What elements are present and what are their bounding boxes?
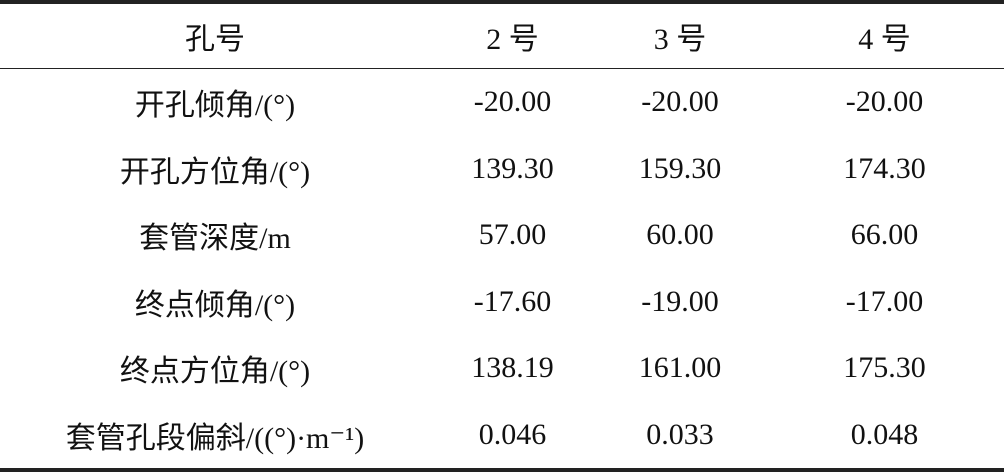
value-cell: -17.60 <box>473 284 552 318</box>
value-cell: 161.00 <box>638 351 722 385</box>
table-row: 套管深度/m 57.00 60.00 66.00 <box>0 202 1004 269</box>
table-row: 开孔方位角/(°) 139.30 159.30 174.30 <box>0 136 1004 203</box>
table-row: 终点方位角/(°) 138.19 161.00 175.30 <box>0 335 1004 402</box>
table-body: 开孔倾角/(°) -20.00 -20.00 -20.00 开孔方位角/(°) 139.3… <box>0 69 1004 470</box>
value-cell: 60.00 <box>646 218 714 252</box>
table-row: 终点倾角/(°) -17.60 -19.00 -17.00 <box>0 269 1004 336</box>
row-label: 套管深度/m <box>139 222 291 256</box>
value-cell: 174.30 <box>843 151 926 185</box>
value-cell: 57.00 <box>478 218 547 252</box>
value-cell: -20.00 <box>845 85 924 119</box>
value-cell: 139.30 <box>471 151 554 185</box>
row-label: 开孔倾角/(°) <box>134 89 296 123</box>
header-row: 孔号 2 号 3 号 4 号 <box>0 2 1004 69</box>
value-cell: 175.30 <box>843 351 926 385</box>
value-cell: 138.19 <box>471 351 554 385</box>
value-cell: 0.046 <box>478 417 547 451</box>
header-cell: 孔号 <box>185 23 245 56</box>
table-row: 套管孔段偏斜/((°)·m⁻¹) 0.046 0.033 0.048 <box>0 402 1004 470</box>
header-cell: 4 号 <box>858 23 911 56</box>
header-cell: 3 号 <box>653 23 707 56</box>
value-cell: -20.00 <box>473 85 552 119</box>
value-cell: -17.00 <box>845 284 924 318</box>
row-label: 终点方位角/(°) <box>119 355 311 389</box>
value-cell: 0.033 <box>646 417 714 451</box>
value-cell: 66.00 <box>850 218 919 252</box>
value-cell: -19.00 <box>641 284 719 318</box>
row-label: 终点倾角/(°) <box>134 288 296 322</box>
table-header: 孔号 2 号 3 号 4 号 <box>0 2 1004 69</box>
row-label: 套管孔段偏斜/((°)·m⁻¹) <box>65 421 365 455</box>
row-label: 开孔方位角/(°) <box>119 155 311 189</box>
value-cell: 159.30 <box>638 151 722 185</box>
value-cell: -20.00 <box>641 85 719 119</box>
value-cell: 0.048 <box>850 417 919 451</box>
table-row: 开孔倾角/(°) -20.00 -20.00 -20.00 <box>0 69 1004 136</box>
header-cell: 2 号 <box>486 23 539 56</box>
